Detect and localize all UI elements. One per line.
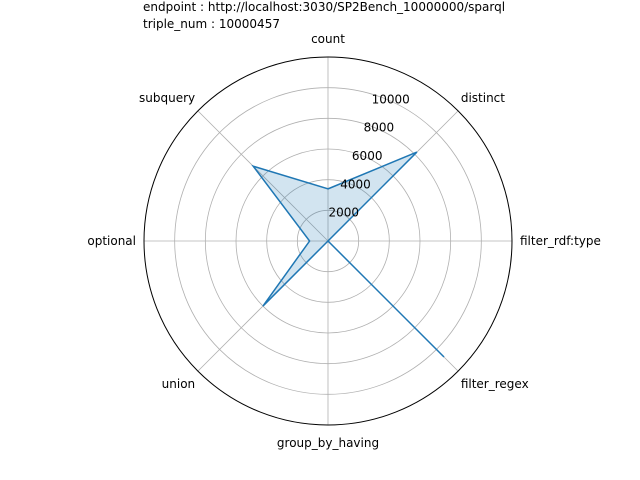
polar-frame: [143, 56, 513, 426]
category-label-group_by_having: group_by_having: [277, 436, 379, 450]
category-label-subquery: subquery: [139, 91, 195, 105]
series: [251, 151, 445, 358]
radial-tick-label-2: 6000: [352, 149, 383, 163]
category-label-optional: optional: [87, 234, 136, 248]
series-area: [253, 152, 445, 358]
category-label-filter_regex: filter_regex: [461, 377, 529, 391]
chart-title-line-2: triple_num : 10000457: [143, 17, 280, 31]
labels: count distinct filter_rdf:type filter_regex…: [87, 32, 601, 450]
radial-tick-label-1: 4000: [340, 177, 371, 191]
spoke-subquery: [197, 110, 329, 242]
radial-tick-label-3: 8000: [364, 121, 395, 135]
radial-tick-label-0: 2000: [328, 206, 359, 220]
radial-tick-label-4: 10000: [372, 92, 410, 106]
category-label-union: union: [162, 377, 196, 391]
category-label-distinct: distinct: [461, 91, 505, 105]
series-line: [251, 151, 445, 358]
category-label-filter_rdf:type: filter_rdf:type: [520, 234, 601, 248]
chart-title-line-1: endpoint : http://localhost:3030/SP2Benc…: [143, 0, 505, 14]
category-label-count: count: [311, 32, 345, 46]
